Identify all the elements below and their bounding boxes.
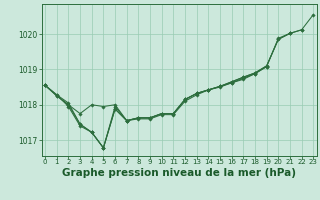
X-axis label: Graphe pression niveau de la mer (hPa): Graphe pression niveau de la mer (hPa): [62, 168, 296, 178]
